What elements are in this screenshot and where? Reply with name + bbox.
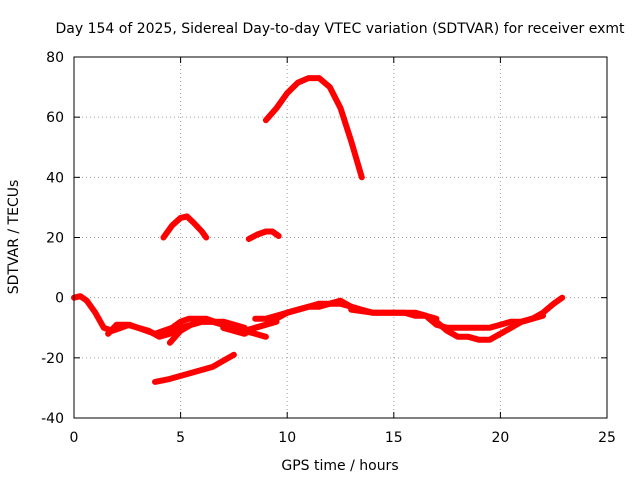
x-axis-label: GPS time / hours: [281, 458, 398, 474]
x-tick-label: 5: [176, 430, 185, 446]
y-axis-label: SDTVAR / TECUs: [6, 180, 22, 295]
x-tick-label: 0: [70, 430, 79, 446]
series-arc-7: [422, 312, 546, 331]
y-tick-label: -40: [41, 411, 64, 427]
y-tick-label: -20: [41, 351, 64, 367]
x-tick-label: 20: [491, 430, 509, 446]
x-tick-label: 10: [278, 430, 296, 446]
y-tick-labels: -40 -20 0 20 40 60 80: [41, 50, 64, 427]
y-tick-label: 80: [46, 50, 64, 66]
x-tick-label: 25: [598, 430, 616, 446]
series-arc-8: [152, 351, 237, 385]
series-arc-11: [262, 75, 365, 181]
plot-frame: [73, 56, 608, 419]
x-tick-label: 15: [385, 430, 403, 446]
y-tick-label: 0: [55, 291, 64, 307]
y-tick-label: 60: [46, 110, 64, 126]
series-arc-10: [245, 228, 282, 242]
series-arc-9: [160, 213, 210, 241]
y-tick-label: 40: [46, 170, 64, 186]
data-series: [71, 75, 566, 385]
series-arc-5: [220, 297, 355, 337]
y-tick-label: 20: [46, 231, 64, 247]
chart-title: Day 154 of 2025, Sidereal Day-to-day VTE…: [56, 21, 626, 37]
x-tick-labels: 0 5 10 15 20 25: [70, 430, 616, 446]
